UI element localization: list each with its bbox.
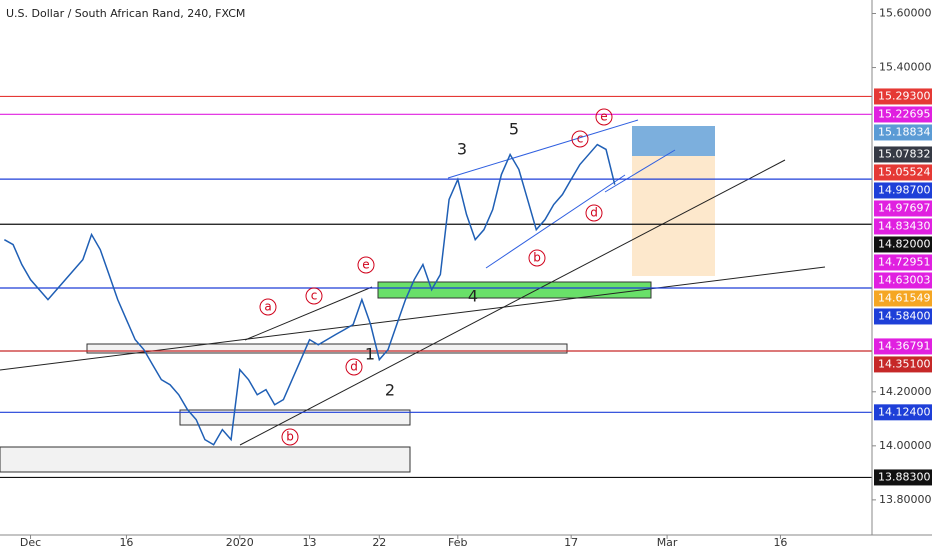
price-label: 13.88300 [878, 470, 931, 483]
box [179, 409, 411, 426]
price-label-bg [874, 146, 932, 163]
ann-circle [571, 130, 589, 148]
price-label-bg [874, 236, 932, 253]
trendline [239, 159, 786, 446]
price-label-bg [874, 272, 932, 289]
plot [0, 95, 872, 479]
y-tick-label: 14.20000 [879, 385, 932, 398]
price-label-bg [874, 88, 932, 105]
price-label-bg [874, 254, 932, 271]
annotation: a [264, 300, 271, 314]
price-label: 14.97697 [878, 201, 931, 214]
annotation: d [590, 206, 598, 220]
price-label-bg [874, 356, 932, 373]
annotation: b [533, 251, 541, 265]
ann-circle [585, 204, 603, 222]
short-zone [632, 156, 715, 276]
box [377, 281, 652, 299]
price-label: 15.22695 [878, 107, 931, 120]
annotation: e [600, 110, 607, 124]
trendline [485, 174, 626, 269]
x-tick-label: Mar [657, 536, 678, 549]
price-label-bg [874, 338, 932, 355]
box [0, 446, 411, 473]
annotation: d [350, 360, 358, 374]
annotation: c [311, 289, 318, 303]
annotation: b [286, 430, 294, 444]
x-tick-label: Dec [20, 536, 41, 549]
ann-circle [595, 108, 613, 126]
price-label: 15.05524 [878, 165, 931, 178]
x-tick-label: 17 [564, 536, 578, 549]
drawings [0, 119, 826, 473]
x-tick-label: 16 [119, 536, 133, 549]
ann-circle [259, 298, 277, 316]
price-label: 15.18834 [878, 125, 931, 138]
price-label: 14.12400 [878, 405, 931, 418]
price-label-bg [874, 308, 932, 325]
price-line [3, 143, 616, 446]
wave-label: 5 [509, 120, 519, 139]
ann-circle [305, 287, 323, 305]
price-label: 15.07832 [878, 147, 931, 160]
ann-circle [528, 249, 546, 267]
wave-label: 2 [385, 381, 395, 400]
x-tick-label: 22 [372, 536, 386, 549]
annotations: a c e d b 1 2 3 4 5 b d c e [259, 108, 613, 446]
price-label: 14.63003 [878, 273, 931, 286]
price-label: 14.98700 [878, 183, 931, 196]
wave-label: 1 [365, 345, 375, 364]
y-tick-label: 13.80000 [879, 493, 932, 506]
x-tick-label: Feb [448, 536, 467, 549]
ann-circle [345, 358, 363, 376]
price-label-bg [874, 124, 932, 141]
price-label-bg [874, 182, 932, 199]
box [86, 343, 568, 354]
trendline [447, 119, 639, 179]
price-label: 14.35100 [878, 357, 931, 370]
price-label-bg [874, 164, 932, 181]
ann-circle [357, 256, 375, 274]
x-tick-label: 13 [303, 536, 317, 549]
trendline [244, 286, 373, 341]
annotation: c [577, 132, 584, 146]
wave-label: 3 [457, 140, 467, 159]
y-tick-label: 15.60000 [879, 7, 932, 20]
y-tick-label: 14.00000 [879, 439, 932, 452]
price-label-bg [874, 200, 932, 217]
price-label: 14.83430 [878, 219, 931, 232]
price-label: 14.72951 [878, 255, 931, 268]
price-label: 14.61549 [878, 291, 931, 304]
wave-label: 4 [468, 287, 478, 306]
chart-title: U.S. Dollar / South African Rand, 240, F… [6, 7, 245, 20]
price-label: 14.36791 [878, 339, 931, 352]
price-label: 15.29300 [878, 89, 931, 102]
trendline [0, 266, 826, 371]
price-label-bg [874, 404, 932, 421]
price-label: 14.82000 [878, 237, 931, 250]
x-tick-label: 16 [773, 536, 787, 549]
price-label-bg [874, 106, 932, 123]
x-tick-label: 2020 [226, 536, 254, 549]
price-label-bg [874, 469, 932, 486]
price-label-bg [874, 218, 932, 235]
trendline [604, 149, 676, 193]
price-label-bg [874, 290, 932, 307]
annotation: e [362, 258, 369, 272]
target-zone [632, 126, 715, 156]
price-label: 14.58400 [878, 309, 931, 322]
y-tick-label: 15.40000 [879, 61, 932, 74]
ann-circle [281, 428, 299, 446]
